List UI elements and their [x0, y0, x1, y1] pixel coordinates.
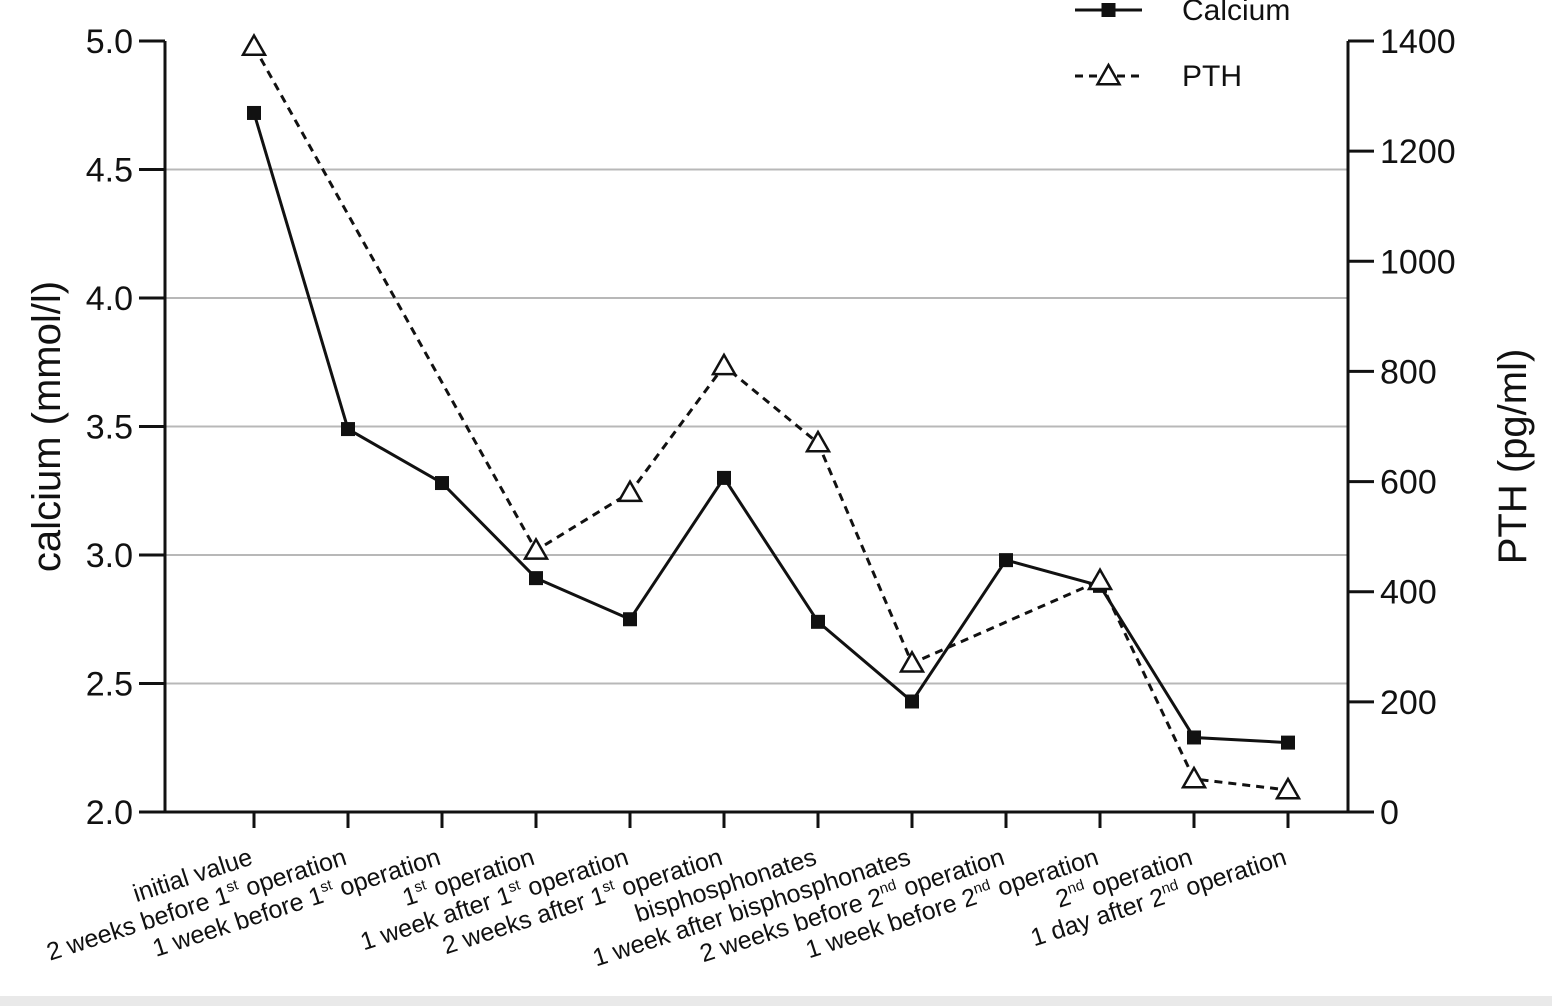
y-left-tick-label: 5.0 — [86, 23, 133, 61]
y-left-tick-label: 3.5 — [86, 409, 133, 447]
y-right-tick-label: 200 — [1380, 684, 1437, 722]
y-left-tick-label: 4.0 — [86, 280, 133, 318]
y-right-tick-label: 800 — [1380, 353, 1437, 391]
legend-label-pth: PTH — [1182, 60, 1242, 93]
data-point-pth — [710, 352, 738, 376]
data-point-calcium — [623, 612, 637, 627]
y-right-tick-label: 600 — [1380, 464, 1437, 502]
legend-marker-calcium — [1101, 3, 1116, 17]
data-point-calcium — [905, 694, 919, 709]
y-right-axis-title: PTH (pg/ml) — [1491, 349, 1535, 565]
legend-label-calcium: Calcium — [1182, 0, 1290, 27]
data-point-calcium — [1281, 735, 1295, 750]
data-point-calcium — [811, 614, 825, 629]
data-point-pth — [1180, 765, 1208, 789]
y-left-tick-label: 2.5 — [86, 666, 133, 704]
y-left-tick-label: 4.5 — [86, 152, 133, 190]
bottom-border — [0, 996, 1552, 1006]
y-left-tick-label: 3.0 — [86, 537, 133, 575]
y-right-tick-label: 0 — [1380, 794, 1399, 832]
data-point-calcium — [717, 470, 731, 485]
y-right-tick-label: 1200 — [1380, 133, 1456, 171]
y-left-axis-title: calcium (mmol/l) — [25, 281, 69, 572]
y-left-tick-label: 2.0 — [86, 794, 133, 832]
data-point-pth — [522, 536, 550, 560]
data-point-pth — [1274, 776, 1302, 800]
data-point-calcium — [341, 422, 355, 437]
y-right-tick-label: 1000 — [1380, 243, 1456, 281]
legend-marker-pth — [1095, 62, 1122, 86]
data-point-calcium — [247, 105, 261, 120]
data-point-calcium — [435, 476, 449, 491]
series-line-pth — [252, 45, 1289, 792]
data-point-calcium — [1187, 730, 1201, 745]
data-point-pth — [898, 649, 926, 673]
data-point-pth — [240, 32, 268, 57]
data-point-pth — [1086, 567, 1114, 591]
y-right-tick-label: 400 — [1380, 574, 1437, 612]
data-point-calcium — [999, 553, 1013, 568]
y-right-tick-label: 1400 — [1380, 23, 1456, 61]
legend: Calcium PTH — [1075, 0, 1290, 93]
data-point-pth — [616, 479, 644, 503]
data-point-pth — [804, 429, 832, 453]
data-point-calcium — [529, 571, 543, 586]
